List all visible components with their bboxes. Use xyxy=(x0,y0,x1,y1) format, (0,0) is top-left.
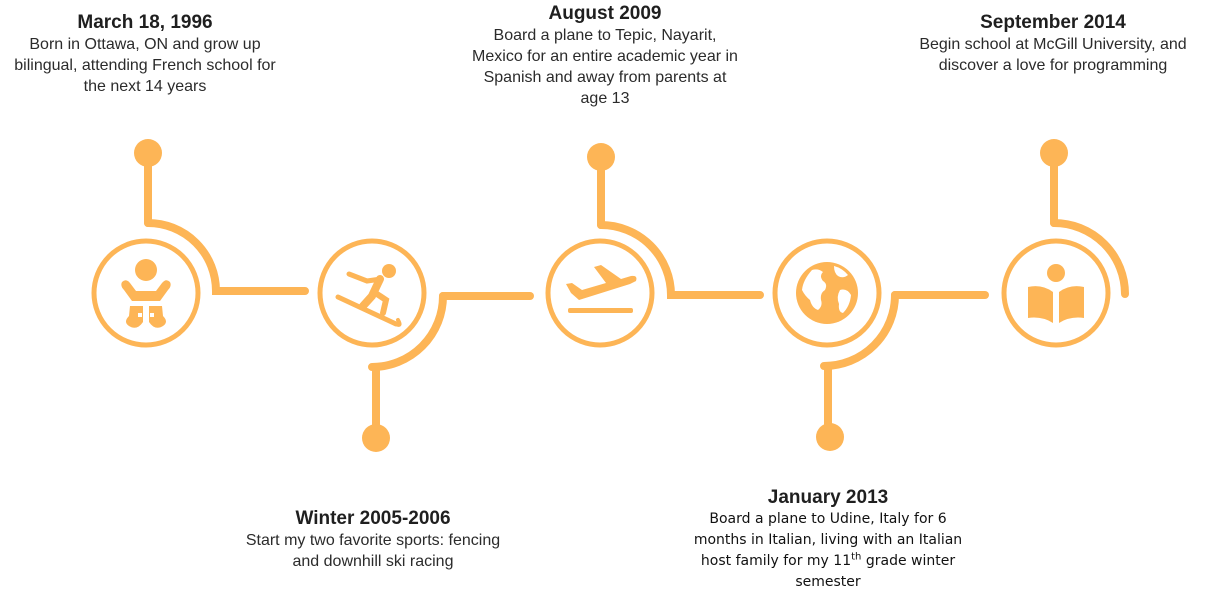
event-date: Winter 2005-2006 xyxy=(295,508,451,529)
timeline-entry: March 18, 1996 Born in Ottawa, ON and gr… xyxy=(0,12,290,97)
timeline-entry: Winter 2005-2006 Start my two favorite s… xyxy=(228,508,518,572)
timeline-line xyxy=(368,292,447,371)
baby-icon xyxy=(121,259,171,328)
event-description: Board a plane to Udine, Italy for 6 mont… xyxy=(693,511,963,590)
timeline-line xyxy=(597,221,764,299)
event-description: Board a plane to Tepic, Nayarit, Mexico … xyxy=(472,27,738,107)
event-date: September 2014 xyxy=(980,12,1126,33)
event-description: Begin school at McGill University, and d… xyxy=(919,36,1187,74)
event-description: Start my two favorite sports: fencing an… xyxy=(245,532,501,570)
event-date: January 2013 xyxy=(767,487,889,508)
timeline-entry: August 2009 Board a plane to Tepic, Naya… xyxy=(460,3,750,109)
timeline-line xyxy=(144,219,309,295)
globe-icon xyxy=(796,262,858,324)
milestone-dot xyxy=(587,143,615,171)
skier-icon xyxy=(335,264,402,327)
event-date: March 18, 1996 xyxy=(77,12,213,33)
milestone-dot xyxy=(1040,139,1068,167)
event-date: August 2009 xyxy=(548,3,662,24)
timeline-line xyxy=(1050,219,1129,298)
milestone-dot xyxy=(816,423,844,451)
milestone-dot xyxy=(362,424,390,452)
timeline-line xyxy=(820,291,899,370)
reading-person-icon xyxy=(1028,264,1084,323)
timeline-entry: January 2013 Board a plane to Udine, Ita… xyxy=(688,487,968,593)
event-description: Born in Ottawa, ON and grow up bilingual… xyxy=(14,36,276,95)
airplane-departure-icon xyxy=(566,265,637,313)
milestone-dot xyxy=(134,139,162,167)
icon-circle xyxy=(1001,238,1111,348)
timeline-entry: September 2014 Begin school at McGill Un… xyxy=(912,12,1194,76)
